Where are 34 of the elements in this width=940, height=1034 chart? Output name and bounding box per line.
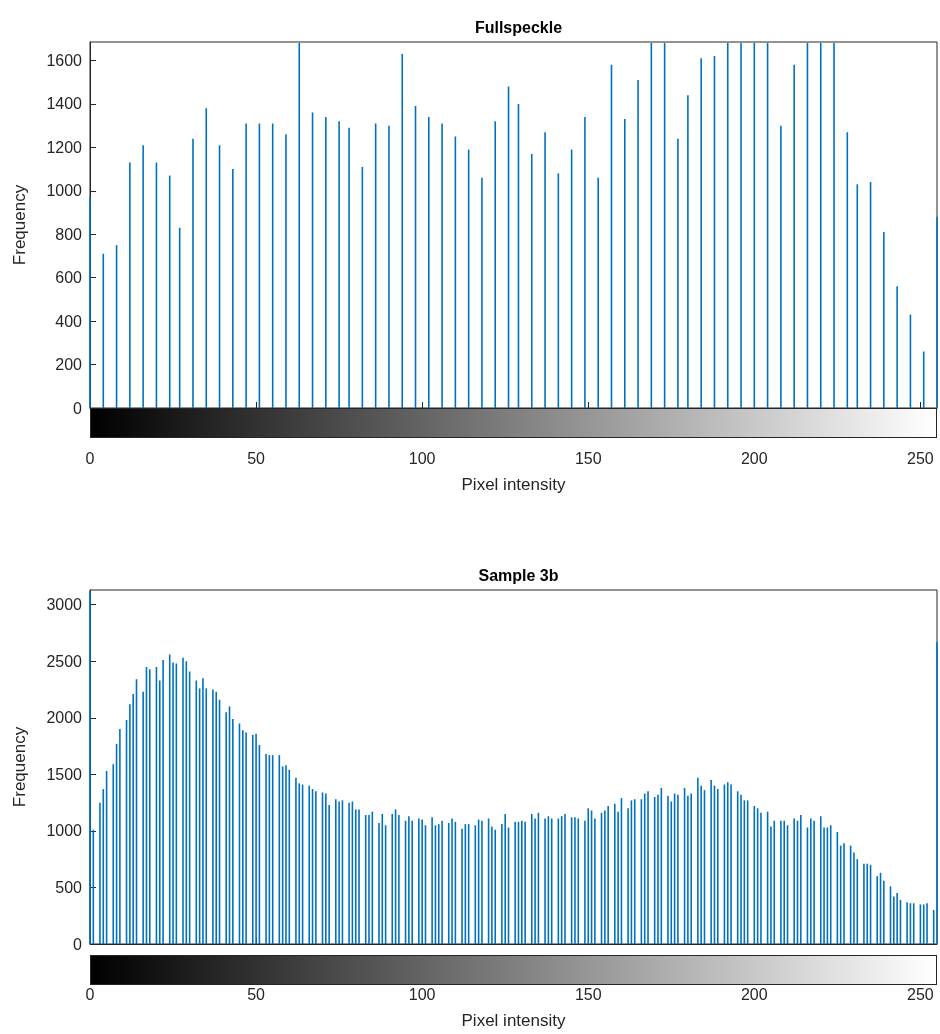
x-tick-label: 200 (740, 449, 768, 467)
y-tick-label: 500 (55, 878, 83, 896)
x-tick-label: 200 (740, 985, 768, 1003)
y-tick-label: 0 (73, 399, 83, 417)
y-tick-label: 400 (55, 312, 83, 330)
x-tick-label: 150 (574, 449, 602, 467)
x-tick-label: 50 (247, 449, 266, 467)
x-axis-title: Pixel intensity (461, 1011, 566, 1030)
x-tick-label: 150 (574, 985, 602, 1003)
x-tick-label: 100 (408, 449, 436, 467)
y-tick-label: 1600 (46, 51, 83, 69)
y-tick-label: 3000 (46, 596, 83, 614)
y-tick-label: 2000 (46, 709, 83, 727)
y-axis-title: Frequency (10, 726, 29, 808)
x-tick-label: 250 (907, 985, 934, 1003)
y-tick-label: 600 (55, 269, 83, 287)
y-tick-label: 1000 (46, 822, 83, 840)
y-tick-label: 1000 (46, 182, 83, 200)
y-tick-label: 2500 (46, 652, 83, 670)
y-tick-label: 1200 (46, 138, 83, 156)
x-tick-label: 50 (247, 985, 266, 1003)
x-tick-label: 100 (408, 985, 436, 1003)
y-tick-label: 0 (73, 935, 83, 953)
chart-title: Fullspeckle (474, 18, 563, 36)
x-tick-label: 250 (907, 449, 934, 467)
y-tick-label: 200 (55, 356, 83, 374)
y-tick-label: 1500 (46, 765, 83, 783)
x-tick-label: 0 (85, 985, 95, 1003)
x-axis-title: Pixel intensity (461, 475, 566, 494)
x-tick-label: 0 (85, 449, 95, 467)
y-tick-label: 1400 (46, 95, 83, 113)
chart-title: Sample 3b (478, 566, 559, 584)
y-axis-title: Frequency (10, 184, 29, 266)
y-tick-label: 800 (55, 225, 83, 243)
